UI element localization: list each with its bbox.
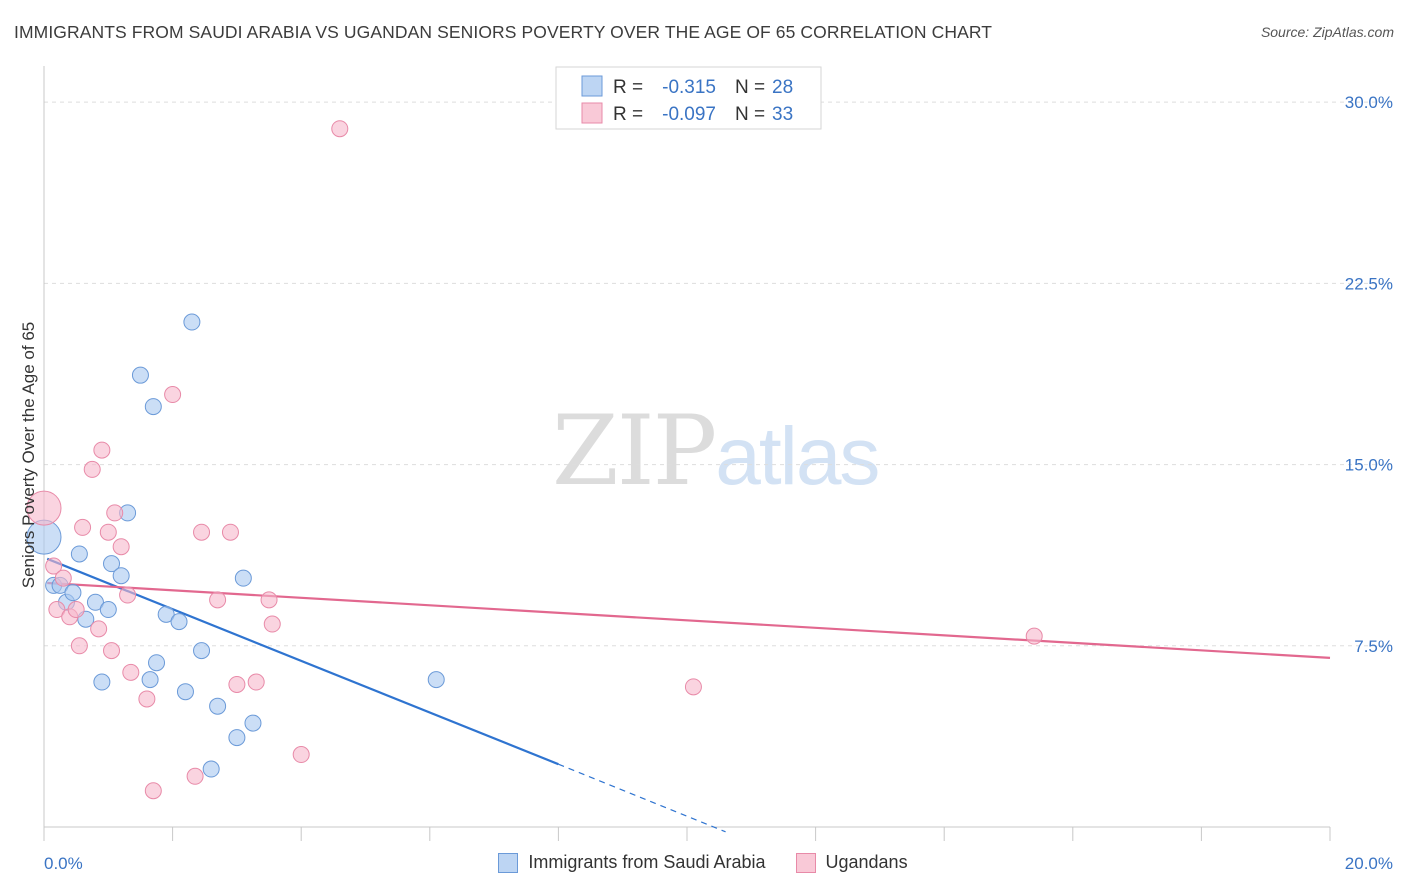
- y-tick-label: 22.5%: [1345, 274, 1393, 293]
- point-ugandans: [144, 782, 162, 800]
- y-tick-label: 30.0%: [1345, 93, 1393, 112]
- point-saudi-arabia: [141, 671, 159, 689]
- x-tick-label-max: 20.0%: [1345, 854, 1393, 873]
- point-ugandans: [90, 620, 108, 638]
- data-points: [26, 120, 1043, 800]
- point-saudi-arabia: [103, 555, 121, 573]
- point-saudi-arabia: [427, 671, 445, 689]
- point-ugandans: [119, 586, 137, 604]
- stats-swatch-blue: [581, 75, 603, 97]
- point-saudi-arabia: [244, 714, 262, 732]
- trend-line-ugandans: [47, 581, 1331, 659]
- point-ugandans: [54, 569, 72, 587]
- trend-lines: [46, 557, 1331, 833]
- stats-swatch-pink: [581, 102, 603, 124]
- stats-box: R = -0.315 N = 28 R = -0.097 N = 33: [555, 66, 822, 130]
- point-saudi-arabia: [70, 545, 88, 563]
- trend-line-saudi-arabia-extension: [558, 763, 726, 833]
- legend: Immigrants from Saudi Arabia Ugandans: [0, 852, 1406, 873]
- point-saudi-arabia: [86, 593, 104, 611]
- stats-r-label-1: R =: [613, 77, 643, 98]
- point-ugandans: [263, 615, 281, 633]
- point-ugandans: [221, 523, 239, 541]
- x-tick-label-min: 0.0%: [44, 854, 83, 873]
- point-saudi-arabia: [202, 760, 220, 778]
- axis-labels: 7.5% 15.0% 22.5% 30.0% 0.0% 20.0%: [44, 93, 1393, 873]
- stats-r-value-2: -0.097: [662, 104, 716, 125]
- point-saudi-arabia: [209, 697, 227, 715]
- point-ugandans: [93, 441, 111, 459]
- point-saudi-arabia: [157, 605, 175, 623]
- legend-item-saudi-arabia[interactable]: Immigrants from Saudi Arabia: [498, 852, 766, 873]
- point-ugandans: [106, 504, 124, 522]
- legend-item-ugandans[interactable]: Ugandans: [795, 852, 908, 873]
- legend-swatch-pink: [795, 852, 816, 873]
- point-ugandans: [331, 120, 349, 138]
- stats-n-label-2: N =: [735, 104, 765, 125]
- point-saudi-arabia: [99, 601, 117, 619]
- stats-r-label-2: R =: [613, 104, 643, 125]
- stats-n-label-1: N =: [735, 77, 765, 98]
- axes: [43, 66, 1331, 841]
- point-saudi-arabia: [228, 729, 246, 747]
- point-ugandans: [138, 690, 156, 708]
- point-ugandans: [1025, 627, 1043, 645]
- y-tick-label: 7.5%: [1354, 637, 1393, 656]
- stats-n-value-1: 28: [772, 77, 793, 98]
- point-saudi-arabia: [131, 366, 149, 384]
- point-ugandans: [209, 591, 227, 609]
- point-saudi-arabia: [64, 584, 82, 602]
- point-ugandans: [164, 386, 182, 404]
- point-ugandans: [122, 663, 140, 681]
- y-tick-label: 15.0%: [1345, 456, 1393, 475]
- point-ugandans: [70, 637, 88, 655]
- point-ugandans: [74, 518, 92, 536]
- point-saudi-arabia: [193, 642, 211, 660]
- point-ugandans: [48, 601, 66, 619]
- watermark-atlas: atlas: [715, 411, 880, 502]
- point-ugandans: [103, 642, 121, 660]
- watermark-zip: ZIP: [552, 395, 717, 507]
- point-ugandans: [247, 673, 265, 691]
- point-ugandans: [193, 523, 211, 541]
- point-saudi-arabia: [144, 398, 162, 416]
- point-ugandans: [112, 538, 130, 556]
- point-saudi-arabia: [112, 567, 130, 585]
- chart-title: IMMIGRANTS FROM SAUDI ARABIA VS UGANDAN …: [14, 22, 993, 42]
- point-ugandans: [45, 557, 63, 575]
- stats-r-value-1: -0.315: [662, 77, 716, 98]
- point-ugandans: [99, 523, 117, 541]
- point-saudi-arabia: [183, 313, 201, 331]
- point-ugandans: [684, 678, 702, 696]
- point-ugandans: [83, 460, 101, 478]
- point-ugandans: [260, 591, 278, 609]
- point-ugandans: [26, 490, 62, 526]
- stats-n-value-2: 33: [772, 104, 793, 125]
- point-saudi-arabia: [234, 569, 252, 587]
- point-saudi-arabia: [176, 683, 194, 701]
- grid: [44, 101, 1392, 647]
- legend-label-ugandans: Ugandans: [825, 852, 908, 872]
- point-ugandans: [228, 675, 246, 693]
- y-axis-label: Seniors Poverty Over the Age of 65: [19, 322, 38, 588]
- point-saudi-arabia: [93, 673, 111, 691]
- legend-swatch-blue: [498, 852, 519, 873]
- point-saudi-arabia: [148, 654, 166, 672]
- watermark: ZIPatlas: [552, 395, 880, 507]
- point-ugandans: [67, 601, 85, 619]
- point-ugandans: [292, 746, 310, 764]
- legend-label-saudi-arabia: Immigrants from Saudi Arabia: [528, 852, 766, 872]
- point-saudi-arabia: [170, 613, 188, 631]
- point-ugandans: [186, 767, 204, 785]
- source-label: Source: ZipAtlas.com: [1260, 24, 1394, 40]
